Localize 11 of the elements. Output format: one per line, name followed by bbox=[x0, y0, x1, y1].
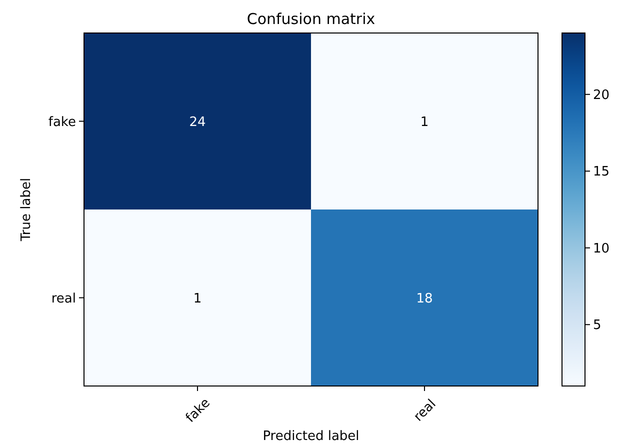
y-axis-title: True label bbox=[19, 178, 34, 242]
color-bar-label: 5 bbox=[593, 318, 602, 334]
color-bar-label: 10 bbox=[593, 241, 610, 256]
data-label: 18 bbox=[416, 291, 433, 306]
data-label: 1 bbox=[193, 291, 202, 306]
data-label: 24 bbox=[189, 114, 206, 130]
color-bar-label: 20 bbox=[593, 88, 610, 103]
data-label: 1 bbox=[420, 114, 429, 130]
chart-title: Confusion matrix bbox=[246, 10, 376, 28]
x-axis-title: Predicted label bbox=[262, 429, 360, 444]
color-bar-label: 15 bbox=[593, 164, 610, 180]
